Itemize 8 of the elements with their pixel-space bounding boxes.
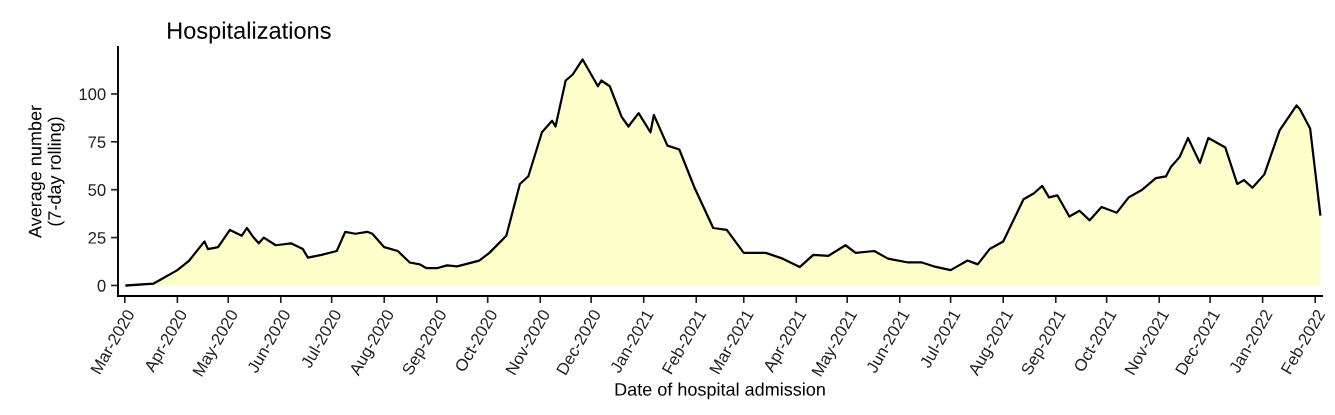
- chart-title: Hospitalizations: [168, 21, 331, 44]
- x-axis-title: Date of hospital admission: [615, 382, 825, 400]
- y-tick-label: 50: [88, 184, 106, 196]
- y-tick-label: 75: [88, 136, 106, 149]
- y-tick-label: 0: [97, 279, 106, 292]
- y-axis-title: Average number (7-day rolling): [28, 105, 65, 239]
- y-tick-label: 100: [79, 88, 106, 101]
- y-tick-label: 25: [88, 231, 106, 244]
